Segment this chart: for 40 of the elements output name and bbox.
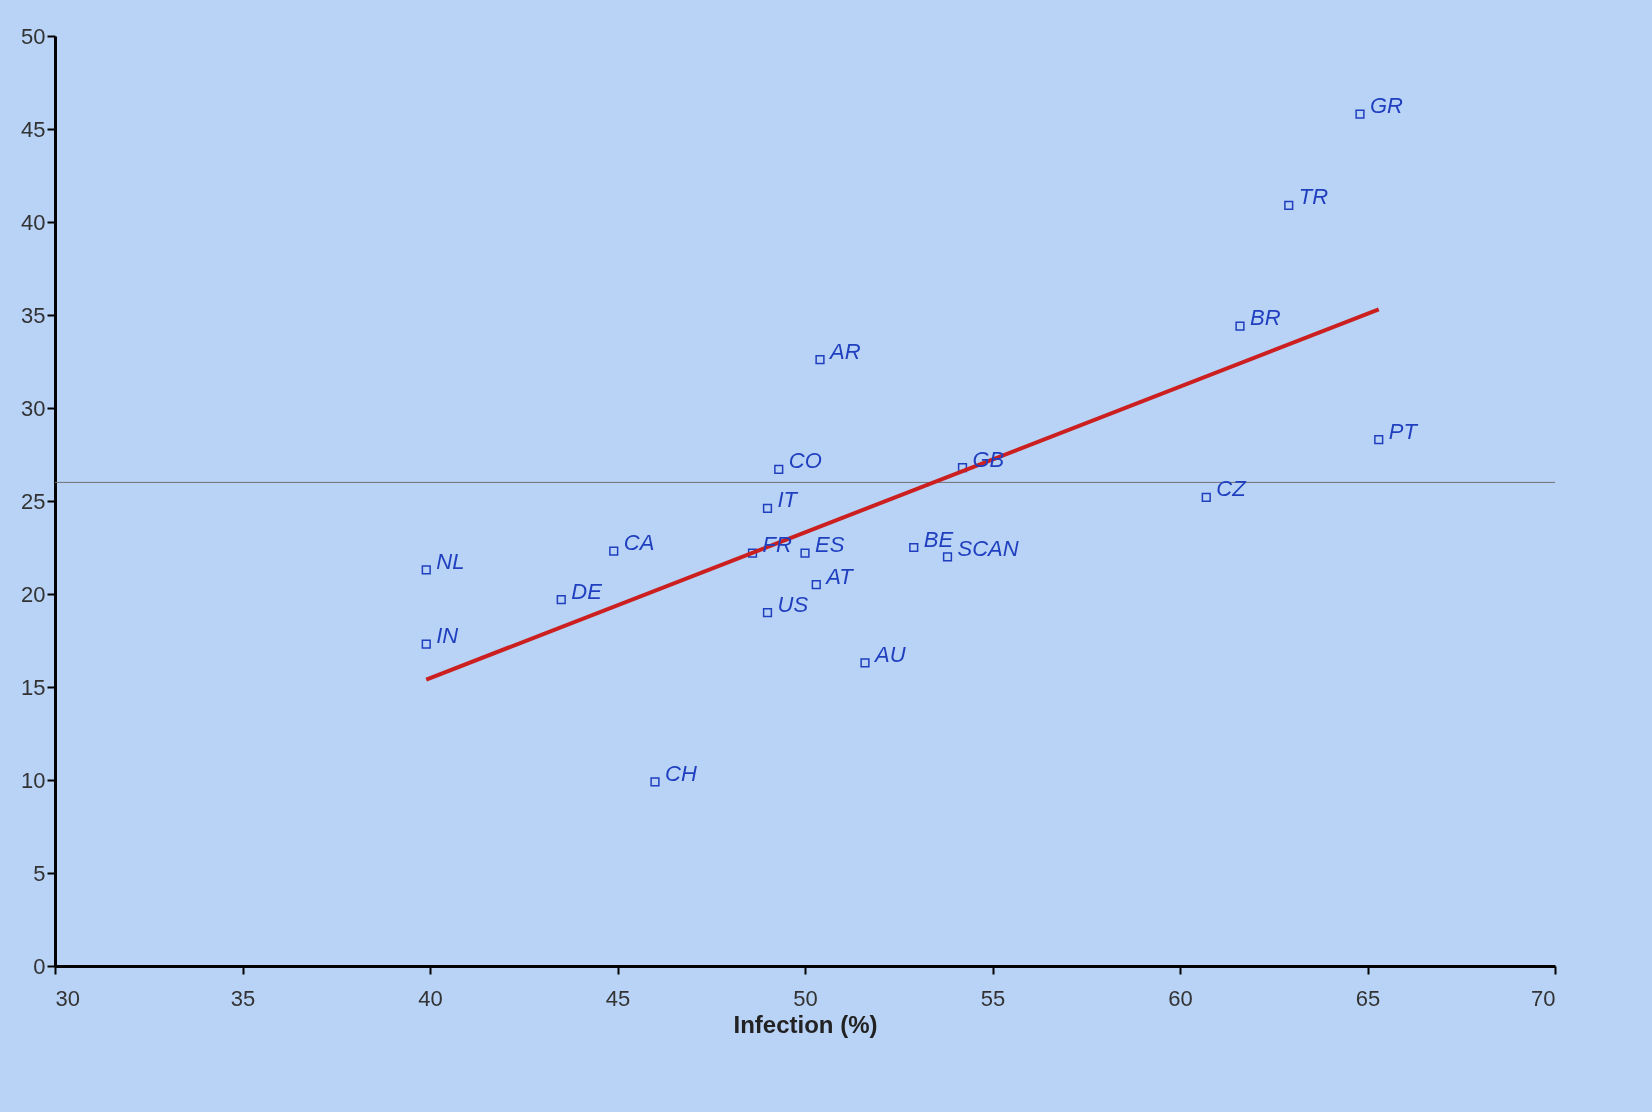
- series-label: SCAN: [957, 535, 1019, 561]
- series-label: TR: [1298, 184, 1329, 210]
- x-tick-label: 45: [605, 985, 631, 1011]
- x-tick-label: 65: [1355, 985, 1381, 1011]
- series-label: US: [777, 591, 809, 617]
- series-label: GR: [1370, 93, 1404, 119]
- y-tick-label: 10: [21, 767, 46, 793]
- y-tick-label: 45: [21, 116, 46, 142]
- series-label: AT: [824, 563, 855, 589]
- x-tick-label: 30: [55, 985, 80, 1011]
- series-label: ES: [815, 532, 845, 558]
- x-axis-title: Infection (%): [733, 1010, 878, 1038]
- y-tick-label: 25: [21, 488, 46, 514]
- y-tick-label: 15: [21, 674, 46, 700]
- y-tick-label: 0: [33, 953, 46, 979]
- y-tick-label: 5: [33, 860, 46, 886]
- x-tick-label: 35: [230, 985, 256, 1011]
- x-tick-label: 40: [418, 985, 443, 1011]
- series-label: BR: [1250, 305, 1281, 331]
- series-label: AU: [873, 641, 906, 667]
- y-tick-label: 30: [21, 395, 46, 421]
- series-label: CO: [788, 448, 822, 474]
- series-label: CZ: [1216, 476, 1248, 502]
- y-tick-label: 40: [21, 209, 46, 235]
- series-label: BE: [923, 526, 954, 552]
- series-label: IT: [777, 487, 799, 513]
- y-tick-label: 50: [21, 23, 46, 49]
- x-tick-label: 60: [1168, 985, 1193, 1011]
- series-label: AR: [828, 338, 861, 364]
- x-tick-label: 55: [980, 985, 1006, 1011]
- x-tick-label: 50: [793, 985, 818, 1011]
- series-label: CA: [623, 530, 655, 556]
- series-label: IN: [436, 623, 459, 649]
- series-label: CH: [665, 760, 697, 786]
- series-label: DE: [571, 578, 603, 604]
- y-tick-label: 35: [21, 302, 46, 328]
- x-tick-label: 70: [1531, 985, 1556, 1011]
- y-tick-label: 20: [21, 581, 46, 607]
- series-label: NL: [436, 548, 465, 574]
- series-label: PT: [1388, 418, 1419, 444]
